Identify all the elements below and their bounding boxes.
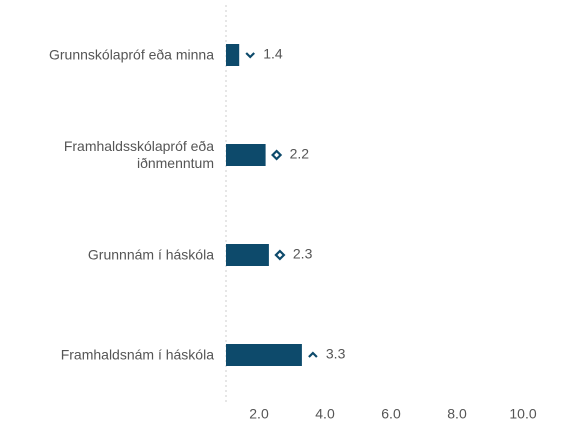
value-label: 3.3 bbox=[326, 346, 346, 362]
trend-icon bbox=[271, 149, 283, 161]
category-label: Grunnnám í háskóla bbox=[87, 246, 214, 263]
value-label: 2.2 bbox=[290, 146, 310, 162]
bar bbox=[226, 144, 266, 166]
bar bbox=[226, 244, 269, 266]
x-tick-label: 8.0 bbox=[447, 406, 467, 422]
category-label: Framhaldsnám í háskóla bbox=[60, 346, 214, 363]
x-tick-label: 10.0 bbox=[509, 406, 536, 422]
trend-icon bbox=[245, 52, 255, 59]
x-tick-label: 4.0 bbox=[315, 406, 335, 422]
trend-icon bbox=[308, 351, 318, 358]
bar bbox=[226, 44, 240, 66]
x-tick-label: 6.0 bbox=[381, 406, 401, 422]
x-tick-label: 2.0 bbox=[249, 406, 269, 422]
value-label: 2.3 bbox=[293, 246, 313, 262]
category-label: Framhaldsskólapróf eða iðnmenntum bbox=[63, 138, 214, 171]
category-label: Grunnskólapróf eða minna bbox=[49, 46, 214, 63]
value-label: 1.4 bbox=[263, 46, 283, 62]
trend-icon bbox=[274, 249, 286, 261]
bar bbox=[226, 344, 302, 366]
